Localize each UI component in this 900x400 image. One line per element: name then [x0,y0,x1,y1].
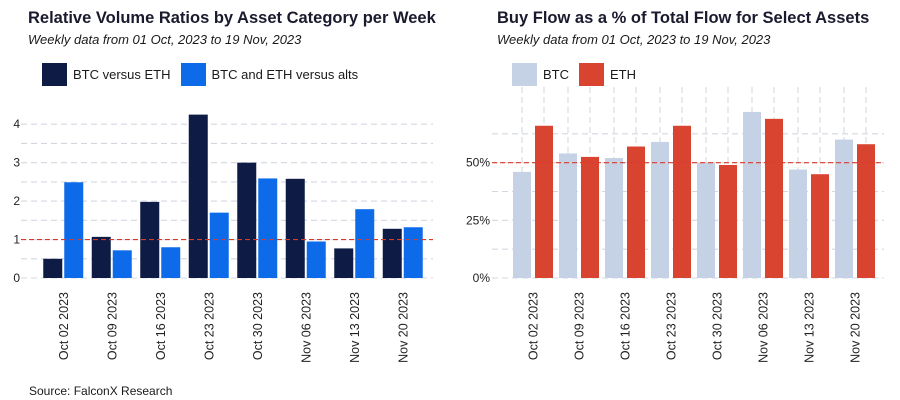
x-tick-label: Nov 06 2023 [757,292,771,363]
legend-swatch [180,63,206,86]
y-tick-label: 50% [466,156,490,170]
bar-series1 [559,153,577,278]
legend-swatch [42,63,67,86]
x-tick-label: Oct 16 2023 [154,292,168,360]
bar-series2 [209,212,229,278]
legend-label: BTC versus ETH [73,67,171,82]
bar-series1 [334,248,354,278]
chart-legend: BTC versus ETH BTC and ETH versus alts [42,63,368,86]
bar-series1 [605,158,623,278]
x-tick-label: Nov 20 2023 [849,292,863,363]
x-tick-label: Nov 13 2023 [803,292,817,363]
bar-series2 [403,227,423,278]
bar-series1 [513,171,531,278]
y-tick-label: 2 [13,194,20,208]
bar-series1 [285,178,305,278]
bar-series2 [64,182,84,278]
bar-series2 [306,241,326,278]
bar-series2 [719,164,737,278]
x-tick-label: Oct 02 2023 [527,292,541,360]
bar-series1 [188,114,208,278]
bar-series1 [43,258,63,278]
bar-series1 [697,162,715,278]
bar-series2 [627,146,645,278]
chart-panel-right: Buy Flow as a % of Total Flow for Select… [450,0,900,380]
legend-item-eth: ETH [579,63,636,86]
bar-series2 [811,174,829,278]
chart-subtitle: Weekly data from 01 Oct, 2023 to 19 Nov,… [497,32,771,47]
bar-chart-plot: 0 1 2 3 4 Oct 02 2023 Oct 09 2023 Oct 16 2023 Oc… [13,114,433,363]
bar-series2 [355,209,375,278]
legend-label: BTC [543,67,569,82]
chart-title: Buy Flow as a % of Total Flow for Select… [497,9,870,27]
chart-title: Relative Volume Ratios by Asset Category… [28,9,436,27]
x-tick-label: Nov 13 2023 [348,292,362,363]
bar-series2 [857,144,875,278]
bar-series1 [789,169,807,278]
x-tick-label: Nov 20 2023 [396,292,410,363]
legend-item-btc: BTC [512,63,569,86]
legend-swatch [579,63,604,86]
y-tick-label: 0% [473,271,491,285]
source-note: Source: FalconX Research [29,384,173,398]
bar-series1 [91,236,111,278]
chart-subtitle: Weekly data from 01 Oct, 2023 to 19 Nov,… [28,32,302,47]
legend-swatch [512,63,537,86]
chart-panel-left: Relative Volume Ratios by Asset Category… [0,0,450,380]
bar-chart-plot: 0% 25% 50% Oct 02 2023 Oct 09 2023 Oct 16 202… [466,87,884,363]
y-tick-label: 1 [13,233,20,247]
chart-legend: BTC ETH [512,63,646,86]
bar-series2 [673,125,691,278]
bar-series1 [237,162,257,278]
y-tick-label: 3 [13,156,20,170]
bar-series2 [161,247,181,278]
bar-series2 [112,250,132,278]
bar-series1 [835,139,853,278]
x-tick-label: Oct 09 2023 [573,292,587,360]
bar-series2 [765,118,783,278]
x-tick-label: Oct 09 2023 [105,292,119,360]
x-tick-label: Oct 23 2023 [665,292,679,360]
y-tick-label: 4 [13,117,20,131]
bar-series2 [581,156,599,278]
x-tick-label: Oct 30 2023 [251,292,265,360]
y-tick-label: 25% [466,213,490,227]
bar-series2 [258,178,278,278]
x-tick-label: Oct 16 2023 [619,292,633,360]
legend-item-btc-eth-vs-alts: BTC and ETH versus alts [180,63,359,86]
x-tick-label: Oct 23 2023 [202,292,216,360]
y-tick-label: 0 [13,271,20,285]
x-tick-label: Nov 06 2023 [299,292,313,363]
bar-series1 [651,141,669,278]
x-tick-label: Oct 02 2023 [57,292,71,360]
legend-label: BTC and ETH versus alts [211,67,359,82]
legend-label: ETH [610,67,636,82]
bar-series2 [535,125,553,278]
legend-item-btc-vs-eth: BTC versus ETH [42,63,171,86]
x-tick-label: Oct 30 2023 [711,292,725,360]
bar-series1 [382,228,402,278]
bar-series1 [743,111,761,278]
